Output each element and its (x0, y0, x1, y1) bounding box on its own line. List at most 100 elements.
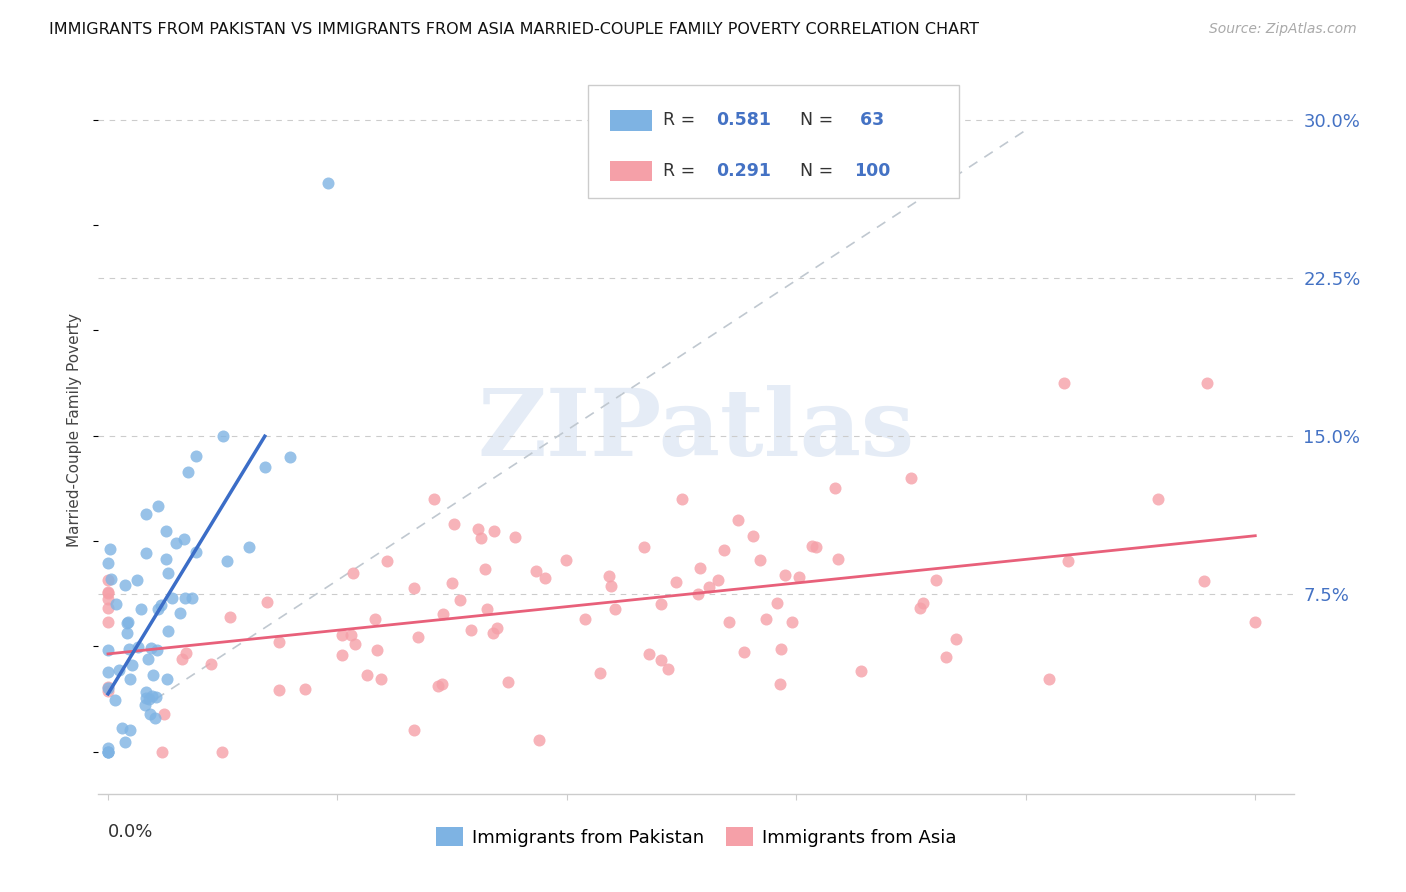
Point (356, 668, 378, 682)
Point (1057, 554, 1080, 568)
Point (1038, 672, 1060, 686)
Point (125, 574, 148, 588)
Point (114, 735, 136, 749)
Point (131, 602, 153, 616)
Point (165, 536, 187, 550)
Point (773, 567, 796, 582)
Point (200, 657, 222, 672)
Text: 0.291: 0.291 (716, 162, 772, 180)
Point (432, 607, 454, 621)
Point (908, 600, 931, 615)
Point (787, 570, 810, 584)
Point (127, 640, 149, 654)
Text: ZIPatlas: ZIPatlas (478, 385, 914, 475)
Point (97, 601, 120, 615)
Point (650, 653, 672, 667)
Point (169, 606, 191, 620)
Point (160, 591, 183, 605)
Point (97, 574, 120, 588)
Point (294, 682, 316, 697)
Point (97, 681, 120, 696)
Point (267, 683, 290, 698)
Point (150, 598, 173, 612)
Point (97, 556, 120, 570)
Point (605, 602, 627, 616)
Point (706, 573, 728, 587)
Point (170, 652, 193, 666)
Point (1197, 376, 1219, 390)
Point (503, 530, 526, 544)
Point (481, 626, 503, 640)
Point (117, 615, 139, 629)
Point (344, 637, 367, 651)
Point (97, 745, 120, 759)
Point (900, 471, 922, 485)
Point (718, 615, 741, 630)
Point (748, 552, 770, 566)
Point (342, 566, 364, 580)
Point (211, 429, 233, 443)
Point (945, 632, 967, 647)
Point (474, 562, 496, 576)
Point (136, 652, 159, 666)
Point (402, 723, 425, 737)
Text: R =: R = (662, 162, 700, 180)
Point (423, 491, 446, 506)
Point (633, 540, 655, 554)
Point (97, 745, 120, 759)
Point (180, 591, 202, 605)
Point (689, 560, 711, 574)
Text: 100: 100 (853, 162, 890, 180)
Point (1192, 574, 1215, 588)
Point (340, 628, 363, 642)
Text: 0.0%: 0.0% (108, 823, 153, 841)
Point (211, 745, 233, 759)
Point (135, 546, 157, 560)
Point (849, 664, 872, 678)
Point (432, 677, 454, 691)
Text: 63: 63 (853, 112, 884, 129)
Point (1053, 376, 1076, 390)
Point (97, 642, 120, 657)
Point (156, 672, 179, 686)
Point (146, 642, 169, 657)
Point (100, 572, 122, 586)
Text: R =: R = (662, 112, 700, 129)
Point (145, 690, 167, 705)
Point (97, 665, 120, 679)
Point (637, 647, 659, 661)
Point (173, 532, 195, 546)
Point (804, 540, 827, 554)
Point (118, 642, 141, 657)
Text: IMMIGRANTS FROM PAKISTAN VS IMMIGRANTS FROM ASIA MARRIED-COUPLE FAMILY POVERTY C: IMMIGRANTS FROM PAKISTAN VS IMMIGRANTS F… (49, 22, 979, 37)
Point (316, 176, 339, 190)
Point (699, 580, 721, 594)
Point (148, 602, 170, 616)
Point (142, 667, 165, 681)
Point (157, 566, 180, 581)
Point (253, 460, 276, 475)
Text: Source: ZipAtlas.com: Source: ZipAtlas.com (1209, 22, 1357, 37)
Point (449, 592, 471, 607)
Point (186, 450, 208, 464)
Point (911, 596, 934, 610)
Point (741, 529, 763, 543)
Point (650, 597, 672, 611)
Point (114, 578, 136, 592)
Y-axis label: Married-Couple Family Poverty: Married-Couple Family Poverty (67, 313, 83, 548)
Point (97, 741, 120, 756)
Point (443, 516, 465, 531)
Point (827, 552, 849, 566)
Point (97, 681, 120, 695)
Point (97, 615, 120, 630)
Point (153, 706, 176, 721)
Point (118, 672, 141, 686)
Point (766, 596, 789, 610)
Point (1244, 615, 1267, 629)
FancyBboxPatch shape (589, 85, 959, 198)
Point (370, 673, 392, 687)
Point (138, 691, 160, 706)
Point (727, 513, 749, 527)
Point (770, 642, 793, 657)
Point (111, 722, 134, 736)
